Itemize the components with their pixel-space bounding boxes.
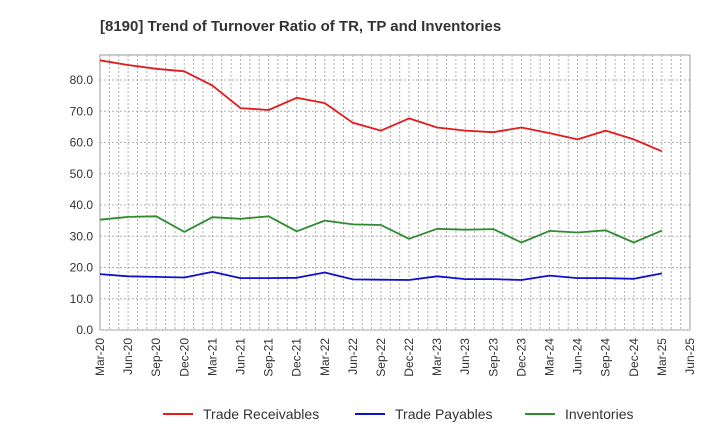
series-line-trade-payables <box>99 270 663 281</box>
y-tick-label: 60.0 <box>70 136 94 150</box>
legend: Trade Receivables Trade Payables Inventori… <box>163 406 633 422</box>
chart-title: [8190] Trend of Turnover Ratio of TR, TP… <box>100 18 501 35</box>
x-tick-label: Dec-21 <box>290 338 304 377</box>
x-tick-label: Jun-24 <box>571 338 585 375</box>
x-tick-label: Mar-20 <box>93 338 107 376</box>
series-line-trade-receivables <box>99 59 663 153</box>
x-tick-label: Sep-22 <box>374 338 388 377</box>
y-tick-label: 10.0 <box>70 292 94 306</box>
x-tick-label: Jun-25 <box>683 338 697 375</box>
x-tick-label: Sep-24 <box>599 338 613 377</box>
x-tick-label: Mar-22 <box>318 338 332 376</box>
grid-layer <box>99 54 691 331</box>
x-tick-label: Mar-24 <box>543 338 557 376</box>
x-tick-label: Jun-21 <box>233 338 247 375</box>
legend-label: Trade Receivables <box>203 406 319 422</box>
axis-layer: 0.0 10.0 20.0 30.0 40.0 50.0 60.0 70.0 80.0 Mar-2… <box>70 73 697 377</box>
x-tick-label: Sep-20 <box>149 338 163 377</box>
x-tick-label: Mar-23 <box>430 338 444 376</box>
legend-label: Inventories <box>565 406 633 422</box>
plot-frame <box>99 54 691 331</box>
x-tick-label: Dec-22 <box>402 338 416 377</box>
x-tick-label: Dec-20 <box>177 338 191 377</box>
x-tick-label: Jun-23 <box>458 338 472 375</box>
y-tick-label: 80.0 <box>70 73 94 87</box>
x-tick-label: Sep-23 <box>486 338 500 377</box>
legend-label: Trade Payables <box>395 406 493 422</box>
x-tick-label: Sep-21 <box>262 338 276 377</box>
x-tick-label: Mar-21 <box>205 338 219 376</box>
series-layer <box>99 59 663 281</box>
x-tick-label: Jun-22 <box>346 338 360 375</box>
series-line-inventories <box>99 215 663 244</box>
y-tick-label: 40.0 <box>70 198 94 212</box>
x-tick-label: Mar-25 <box>655 338 669 376</box>
y-tick-label: 30.0 <box>70 229 94 243</box>
y-tick-label: 70.0 <box>70 104 94 118</box>
x-tick-label: Dec-24 <box>627 338 641 377</box>
x-tick-label: Jun-20 <box>121 338 135 375</box>
y-tick-label: 50.0 <box>70 167 94 181</box>
y-tick-label: 20.0 <box>70 261 94 275</box>
x-tick-label: Dec-23 <box>514 338 528 377</box>
y-tick-label: 0.0 <box>76 323 93 337</box>
